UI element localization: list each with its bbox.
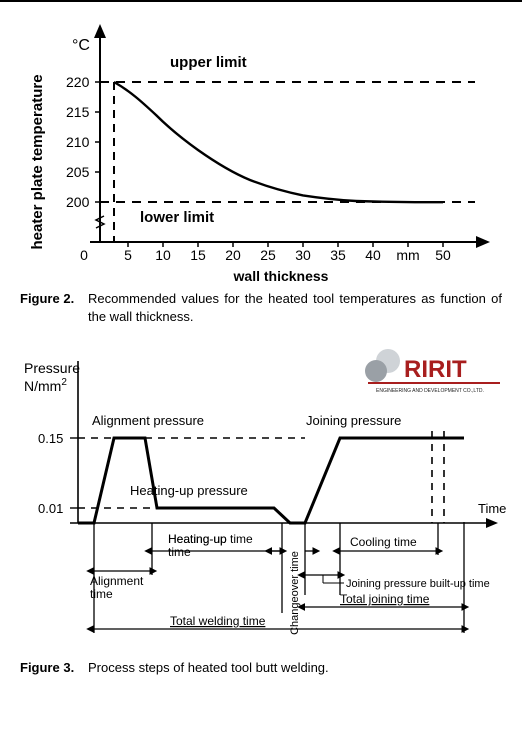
figure3-ylabel2: N/mm2 (24, 377, 67, 394)
figure2-caption-text: Recommended values for the heated tool t… (20, 290, 502, 325)
ytick-high: 0.15 (38, 431, 63, 446)
ytick: 210 (66, 134, 90, 150)
label-cooling: Cooling time (350, 535, 417, 549)
label-changeover: Changeover time (289, 551, 301, 635)
ytick: 200 (66, 194, 90, 210)
figure2-caption: Figure 2. Recommended values for the hea… (20, 290, 502, 325)
ririt-logo: RIRIT ENGINEERING AND DEVELOPMENT CO.,LT… (365, 349, 500, 394)
figure2-ylabel: heater plate temperature (29, 74, 46, 249)
figure2-xlabel: wall thickness (234, 268, 329, 284)
svg-text:15: 15 (190, 247, 206, 263)
figure3-profile (78, 438, 464, 523)
figure3-caption-text: Process steps of heated tool butt weldin… (20, 659, 502, 677)
ytick-low: 0.01 (38, 501, 63, 516)
page-container: 200 205 210 215 220 °C heater plate temp… (0, 0, 522, 705)
svg-text:time: time (168, 545, 191, 559)
logo-sub: ENGINEERING AND DEVELOPMENT CO.,LTD. (376, 388, 484, 394)
figure2-xticks: 0 5 10 15 20 25 30 35 40 mm 50 (80, 242, 451, 263)
label-total-joining: Total joining time (340, 592, 430, 606)
svg-text:25: 25 (260, 247, 276, 263)
figure3-chart: RIRIT ENGINEERING AND DEVELOPMENT CO.,LT… (20, 343, 510, 653)
svg-text:5: 5 (124, 247, 132, 263)
label-alignment-pressure: Alignment pressure (92, 413, 204, 428)
svg-text:20: 20 (225, 247, 241, 263)
svg-text:50: 50 (435, 247, 451, 263)
svg-text:35: 35 (330, 247, 346, 263)
upper-limit-label: upper limit (170, 54, 247, 71)
figure2-caption-label: Figure 2. (20, 290, 88, 308)
label-joining-builtup: Joining pressure built-up time (346, 578, 490, 590)
svg-text:Heating-up: Heating-up (168, 532, 227, 546)
svg-text:mm: mm (396, 247, 419, 263)
figure2-yunit: °C (72, 37, 90, 54)
label-joining-pressure: Joining pressure (306, 413, 401, 428)
figure2-xlabel-row: wall thickness (20, 268, 502, 284)
svg-text:time: time (90, 587, 113, 601)
svg-text:30: 30 (295, 247, 311, 263)
logo-text: RIRIT (404, 356, 467, 383)
ytick: 215 (66, 104, 90, 120)
ytick: 205 (66, 164, 90, 180)
ytick: 220 (66, 74, 90, 90)
figure3-wrap: RIRIT ENGINEERING AND DEVELOPMENT CO.,LT… (20, 343, 502, 653)
figure2-curve (114, 82, 443, 202)
figure3-ylabel1: Pressure (24, 360, 80, 376)
lower-limit-label: lower limit (140, 209, 214, 226)
svg-text:10: 10 (155, 247, 171, 263)
x-origin: 0 (80, 247, 88, 263)
figure2-chart: 200 205 210 215 220 °C heater plate temp… (20, 12, 502, 272)
svg-text:40: 40 (365, 247, 381, 263)
label-heating-pressure: Heating-up pressure (130, 483, 248, 498)
figure3-caption-label: Figure 3. (20, 659, 88, 677)
svg-text:Alignment: Alignment (90, 574, 144, 588)
label-total-welding: Total welding time (170, 614, 266, 628)
figure2-yticks: 200 205 210 215 220 (66, 74, 100, 210)
figure3-caption: Figure 3. Process steps of heated tool b… (20, 659, 502, 677)
figure3-xlabel: Time (478, 501, 506, 516)
